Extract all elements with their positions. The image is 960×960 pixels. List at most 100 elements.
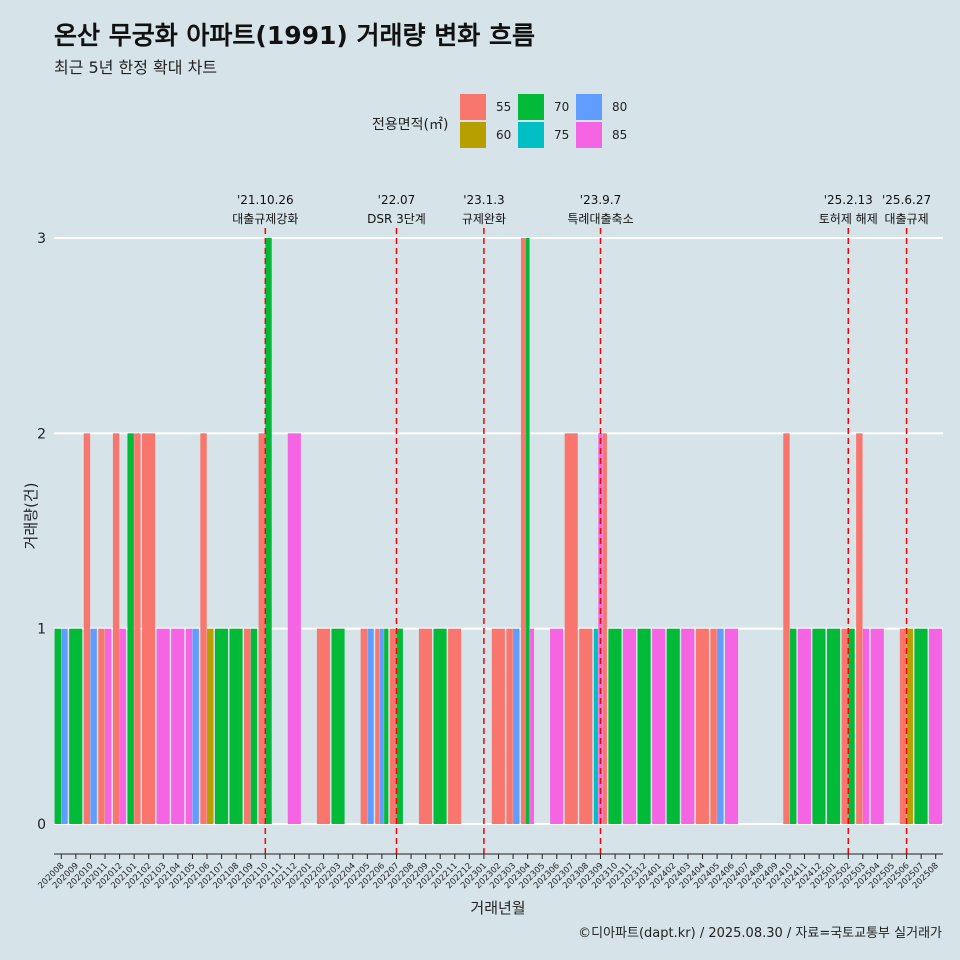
bar-202507-70 bbox=[914, 628, 928, 824]
legend-item-55: 55 bbox=[460, 94, 511, 120]
legend-label-85: 85 bbox=[612, 128, 628, 142]
bar-202309-75 bbox=[593, 628, 598, 824]
legend-item-80: 80 bbox=[576, 94, 627, 120]
event-lines bbox=[264, 228, 908, 854]
bar-202010-80 bbox=[90, 628, 97, 824]
legend-item-75: 75 bbox=[518, 122, 569, 148]
credit-text: ©디아파트(dapt.kr) / 2025.08.30 / 자료=국토교통부 실… bbox=[578, 926, 942, 941]
legend-item-60: 60 bbox=[460, 122, 511, 148]
legend-swatch-70 bbox=[518, 94, 544, 120]
legend-item-70: 70 bbox=[518, 94, 569, 120]
bar-202210-70 bbox=[433, 628, 447, 824]
legend-swatch-85 bbox=[576, 122, 602, 148]
event-date: '21.10.26 bbox=[237, 193, 294, 207]
event-annotations: '21.10.26 대출규제강화 '22.07 DSR 3단계 '23.1.3 규제완화 '… bbox=[232, 193, 931, 226]
bar-202401-85 bbox=[652, 628, 666, 824]
bar-202506-55 bbox=[899, 628, 907, 824]
event-date: '23.9.7 bbox=[580, 193, 621, 207]
bar-202106-55 bbox=[200, 433, 207, 824]
bar-202412-70 bbox=[812, 628, 826, 824]
legend-label-75: 75 bbox=[554, 128, 570, 142]
event-label: 대출규제 bbox=[884, 212, 928, 226]
x-axis-label: 거래년월 bbox=[470, 899, 525, 917]
bar-202101-55 bbox=[134, 433, 141, 824]
legend-swatch-60 bbox=[460, 122, 486, 148]
bar-202011-85 bbox=[105, 628, 112, 824]
bar-202010-55 bbox=[83, 433, 91, 824]
event-date: '23.1.3 bbox=[463, 193, 504, 207]
bar-202403-85 bbox=[681, 628, 695, 824]
bar-202308-55 bbox=[579, 628, 593, 824]
legend-item-85: 85 bbox=[576, 122, 627, 148]
legend-label-60: 60 bbox=[496, 128, 512, 142]
event-date: '22.07 bbox=[378, 193, 416, 207]
bar-202103-85 bbox=[156, 628, 170, 824]
legend-title: 전용면적(㎡) bbox=[372, 117, 449, 133]
y-tick-label: 1 bbox=[37, 622, 46, 638]
bar-202404-55 bbox=[695, 628, 709, 824]
bar-202101-70 bbox=[127, 433, 134, 824]
bar-202207-70 bbox=[396, 628, 403, 824]
bar-202009-70 bbox=[69, 628, 83, 824]
bar-202104-85 bbox=[171, 628, 185, 824]
y-axis-label: 거래량(건) bbox=[22, 483, 40, 550]
bar-202406-85 bbox=[724, 628, 739, 824]
bar-202501-70 bbox=[826, 628, 841, 824]
bar-202102-55 bbox=[142, 433, 156, 824]
bar-202405-55 bbox=[710, 628, 717, 824]
legend-swatch-55 bbox=[460, 94, 486, 120]
bar-202411-85 bbox=[797, 628, 811, 824]
bar-202205-80 bbox=[367, 628, 374, 824]
y-tick-label: 3 bbox=[37, 231, 46, 247]
bar-202206-80 bbox=[379, 628, 384, 824]
bar-202109-70 bbox=[250, 628, 258, 824]
bar-202504-85 bbox=[870, 628, 884, 824]
bar-202211-55 bbox=[448, 628, 462, 824]
legend-label-70: 70 bbox=[554, 100, 570, 114]
bar-202202-55 bbox=[316, 628, 331, 824]
event-label: 대출규제강화 bbox=[232, 212, 298, 226]
bar-202110-55 bbox=[258, 433, 266, 824]
bar-202303-80 bbox=[513, 628, 520, 824]
legend-swatch-80 bbox=[576, 94, 602, 120]
bar-202304-85 bbox=[529, 628, 535, 824]
bar-202207-55 bbox=[389, 628, 397, 824]
bar-202008-80 bbox=[61, 628, 68, 824]
chart-title: 온산 무궁화 아파트(1991) 거래량 변화 흐름 bbox=[54, 21, 535, 50]
bar-202502-55 bbox=[841, 628, 848, 824]
bar-202206-70 bbox=[384, 628, 389, 824]
bar-202304-70 bbox=[525, 238, 530, 824]
bar-202307-55 bbox=[564, 433, 578, 824]
bar-202312-70 bbox=[637, 628, 651, 824]
bar-202309-55 bbox=[602, 433, 607, 824]
bar-202203-70 bbox=[331, 628, 345, 824]
bar-202503-85 bbox=[862, 628, 870, 824]
bar-202508-85 bbox=[929, 628, 943, 824]
bar-202008-70 bbox=[54, 628, 61, 824]
y-tick-label: 2 bbox=[37, 426, 46, 442]
event-date: '25.2.13 bbox=[824, 193, 873, 207]
bar-202506-60 bbox=[906, 628, 913, 824]
bar-202206-55 bbox=[375, 628, 380, 824]
bar-202503-55 bbox=[856, 433, 863, 824]
bar-202209-55 bbox=[418, 628, 433, 824]
bar-202106-60 bbox=[207, 628, 214, 824]
bar-202410-55 bbox=[783, 433, 790, 824]
bar-202105-80 bbox=[192, 628, 199, 824]
bar-202405-80 bbox=[717, 628, 724, 824]
bar-202110-70 bbox=[265, 238, 272, 824]
legend-label-80: 80 bbox=[612, 100, 628, 114]
bar-202304-55 bbox=[520, 238, 526, 824]
bar-202105-85 bbox=[185, 628, 193, 824]
chart-subtitle: 최근 5년 한정 확대 차트 bbox=[54, 58, 218, 77]
bars bbox=[54, 238, 943, 824]
bar-202311-85 bbox=[622, 628, 637, 824]
y-tick-labels: 0 1 2 3 bbox=[37, 231, 46, 833]
bar-202302-55 bbox=[491, 628, 505, 824]
bar-202012-55 bbox=[112, 433, 120, 824]
legend-label-55: 55 bbox=[496, 100, 512, 114]
y-tick-label: 0 bbox=[37, 817, 46, 833]
event-label: 특례대출축소 bbox=[567, 212, 633, 226]
bar-202107-70 bbox=[214, 628, 229, 824]
